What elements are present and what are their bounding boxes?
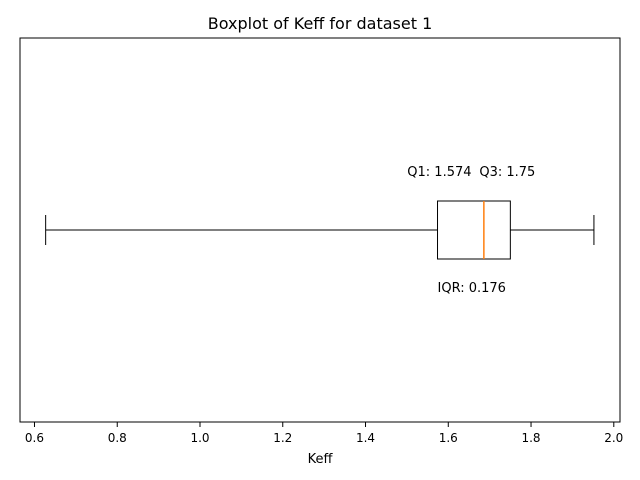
iqr-annotation: IQR: 0.176: [438, 281, 506, 296]
x-tick-label: 1.0: [190, 431, 209, 445]
x-axis-label: Keff: [308, 452, 334, 467]
x-tick-label: 1.6: [439, 431, 458, 445]
q1-annotation: Q1: 1.574: [407, 165, 471, 180]
x-tick-label: 1.2: [273, 431, 292, 445]
x-tick-label: 1.8: [521, 431, 540, 445]
boxplot-box: [45, 200, 595, 260]
plot-area-frame: [19, 37, 621, 423]
q3-annotation: Q3: 1.75: [479, 165, 535, 180]
x-tick-label: 2.0: [604, 431, 623, 445]
iqr-box: [437, 200, 511, 260]
chart-title: Boxplot of Keff for dataset 1: [208, 14, 433, 33]
x-tick-label: 0.6: [25, 431, 44, 445]
x-tick-label: 1.4: [356, 431, 375, 445]
x-tick-label: 0.8: [108, 431, 127, 445]
x-axis-ticks: 0.6 0.8 1.0 1.2 1.4 1.6 1.8 2.0: [25, 422, 623, 445]
